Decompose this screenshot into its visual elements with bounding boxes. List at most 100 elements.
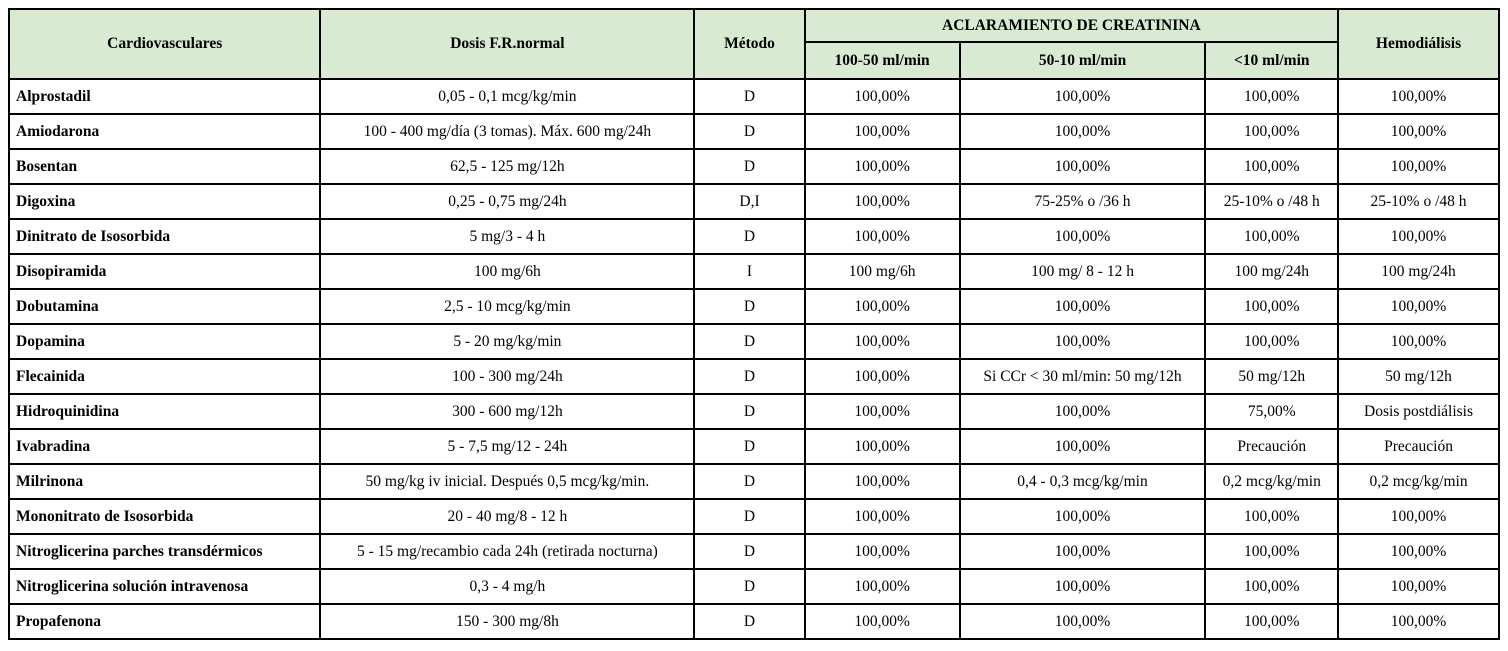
ccr-50-10-cell: 100,00% [958,498,1207,535]
ccr-50-10-cell: Si CCr < 30 ml/min: 50 mg/12h [958,358,1207,395]
ccr-lt10-cell: 25-10% o /48 h [1204,183,1340,220]
ccr-lt10-cell: 100,00% [1204,603,1340,640]
table-row: Dopamina 5 - 20 mg/kg/min D 100,00% 100,00% 1… [7,323,1500,360]
dose-cell: 0,05 - 0,1 mcg/kg/min [319,78,696,115]
hemodialisis-cell: Dosis postdiálisis [1337,393,1500,430]
drug-name-cell: Hidroquinidina [7,393,322,430]
ccr-100-50-cell: 100,00% [803,113,961,150]
ccr-100-50-cell: 100,00% [803,568,961,605]
drug-name-cell: Milrinona [7,463,322,500]
drug-name-cell: Bosentan [7,148,322,185]
dose-cell: 50 mg/kg iv inicial. Después 0,5 mcg/kg/… [319,463,696,500]
metodo-cell: D [693,113,806,150]
hemodialisis-cell: 100,00% [1337,218,1500,255]
hemodialisis-cell: 25-10% o /48 h [1337,183,1500,220]
hemodialisis-cell: 100,00% [1337,288,1500,325]
ccr-lt10-cell: 0,2 mcg/kg/min [1204,463,1340,500]
dose-cell: 100 mg/6h [319,253,696,290]
metodo-cell: D [693,78,806,115]
hemodialisis-cell: 0,2 mcg/kg/min [1337,463,1500,500]
dose-cell: 5 - 7,5 mg/12 - 24h [319,428,696,465]
ccr-50-10-cell: 100,00% [958,428,1207,465]
table-row: Alprostadil 0,05 - 0,1 mcg/kg/min D 100,00%… [7,78,1500,115]
ccr-50-10-cell: 100,00% [958,218,1207,255]
metodo-cell: D [693,428,806,465]
drug-name-cell: Flecainida [7,358,322,395]
ccr-lt10-cell: 100,00% [1204,218,1340,255]
metodo-cell: D [693,498,806,535]
header-ccr-lt10: <10 ml/min [1204,41,1340,80]
header-metodo: Método [693,8,806,80]
ccr-lt10-cell: Precaución [1204,428,1340,465]
table-body: Alprostadil 0,05 - 0,1 mcg/kg/min D 100,00%… [7,78,1500,640]
drug-name-cell: Nitroglicerina parches transdérmicos [7,533,322,570]
dose-cell: 5 - 15 mg/recambio cada 24h (retirada no… [319,533,696,570]
ccr-50-10-cell: 100,00% [958,393,1207,430]
metodo-cell: D [693,323,806,360]
ccr-50-10-cell: 75-25% o /36 h [958,183,1207,220]
ccr-lt10-cell: 100,00% [1204,533,1340,570]
dose-cell: 5 - 20 mg/kg/min [319,323,696,360]
table-row: Propafenona 150 - 300 mg/8h D 100,00% 100,00… [7,603,1500,640]
dose-cell: 300 - 600 mg/12h [319,393,696,430]
drug-name-cell: Nitroglicerina solución intravenosa [7,568,322,605]
drug-name-cell: Dinitrato de Isosorbida [7,218,322,255]
ccr-100-50-cell: 100,00% [803,288,961,325]
header-group-row: Cardiovasculares Dosis F.R.normal Método… [7,8,1500,80]
metodo-cell: D [693,148,806,185]
ccr-lt10-cell: 100 mg/24h [1204,253,1340,290]
hemodialisis-cell: 100,00% [1337,568,1500,605]
table-row: Amiodarona 100 - 400 mg/día (3 tomas). Má… [7,113,1500,150]
header-hemodialisis: Hemodiálisis [1337,8,1500,80]
metodo-cell: D [693,533,806,570]
metodo-cell: D [693,393,806,430]
table-header: Cardiovasculares Dosis F.R.normal Método… [7,8,1500,80]
ccr-50-10-cell: 100,00% [958,78,1207,115]
ccr-100-50-cell: 100,00% [803,603,961,640]
dose-cell: 150 - 300 mg/8h [319,603,696,640]
drug-name-cell: Dobutamina [7,288,322,325]
ccr-100-50-cell: 100,00% [803,358,961,395]
drug-name-cell: Alprostadil [7,78,322,115]
ccr-100-50-cell: 100,00% [803,533,961,570]
dose-cell: 0,25 - 0,75 mg/24h [319,183,696,220]
ccr-50-10-cell: 100,00% [958,148,1207,185]
metodo-cell: D [693,568,806,605]
hemodialisis-cell: 100,00% [1337,533,1500,570]
table-row: Nitroglicerina solución intravenosa 0,3 -… [7,568,1500,605]
table-row: Flecainida 100 - 300 mg/24h D 100,00% Si CCr… [7,358,1500,395]
table-row: Disopiramida 100 mg/6h I 100 mg/6h 100 mg/ 8… [7,253,1500,290]
dose-cell: 100 - 400 mg/día (3 tomas). Máx. 600 mg/… [319,113,696,150]
dose-cell: 20 - 40 mg/8 - 12 h [319,498,696,535]
header-ccr-50-10: 50-10 ml/min [958,41,1207,80]
drug-name-cell: Ivabradina [7,428,322,465]
drug-name-cell: Mononitrato de Isosorbida [7,498,322,535]
metodo-cell: I [693,253,806,290]
table-row: Milrinona 50 mg/kg iv inicial. Después 0,… [7,463,1500,500]
hemodialisis-cell: 100,00% [1337,78,1500,115]
hemodialisis-cell: 100,00% [1337,498,1500,535]
hemodialisis-cell: 100,00% [1337,603,1500,640]
ccr-50-10-cell: 100,00% [958,113,1207,150]
ccr-50-10-cell: 100,00% [958,288,1207,325]
header-cardiovasculares: Cardiovasculares [7,8,322,80]
ccr-lt10-cell: 100,00% [1204,498,1340,535]
ccr-100-50-cell: 100,00% [803,463,961,500]
ccr-100-50-cell: 100 mg/6h [803,253,961,290]
ccr-lt10-cell: 50 mg/12h [1204,358,1340,395]
ccr-100-50-cell: 100,00% [803,218,961,255]
metodo-cell: D [693,463,806,500]
table-row: Nitroglicerina parches transdérmicos 5 - … [7,533,1500,570]
metodo-cell: D,I [693,183,806,220]
ccr-lt10-cell: 100,00% [1204,148,1340,185]
hemodialisis-cell: 100,00% [1337,113,1500,150]
header-sub-row: 100-50 ml/min 50-10 ml/min <10 ml/min [9,41,1499,80]
ccr-50-10-cell: 100,00% [958,323,1207,360]
hemodialisis-cell: 100,00% [1337,323,1500,360]
metodo-cell: D [693,288,806,325]
ccr-50-10-cell: 100,00% [958,603,1207,640]
drug-name-cell: Propafenona [7,603,322,640]
dose-cell: 62,5 - 125 mg/12h [319,148,696,185]
ccr-100-50-cell: 100,00% [803,148,961,185]
